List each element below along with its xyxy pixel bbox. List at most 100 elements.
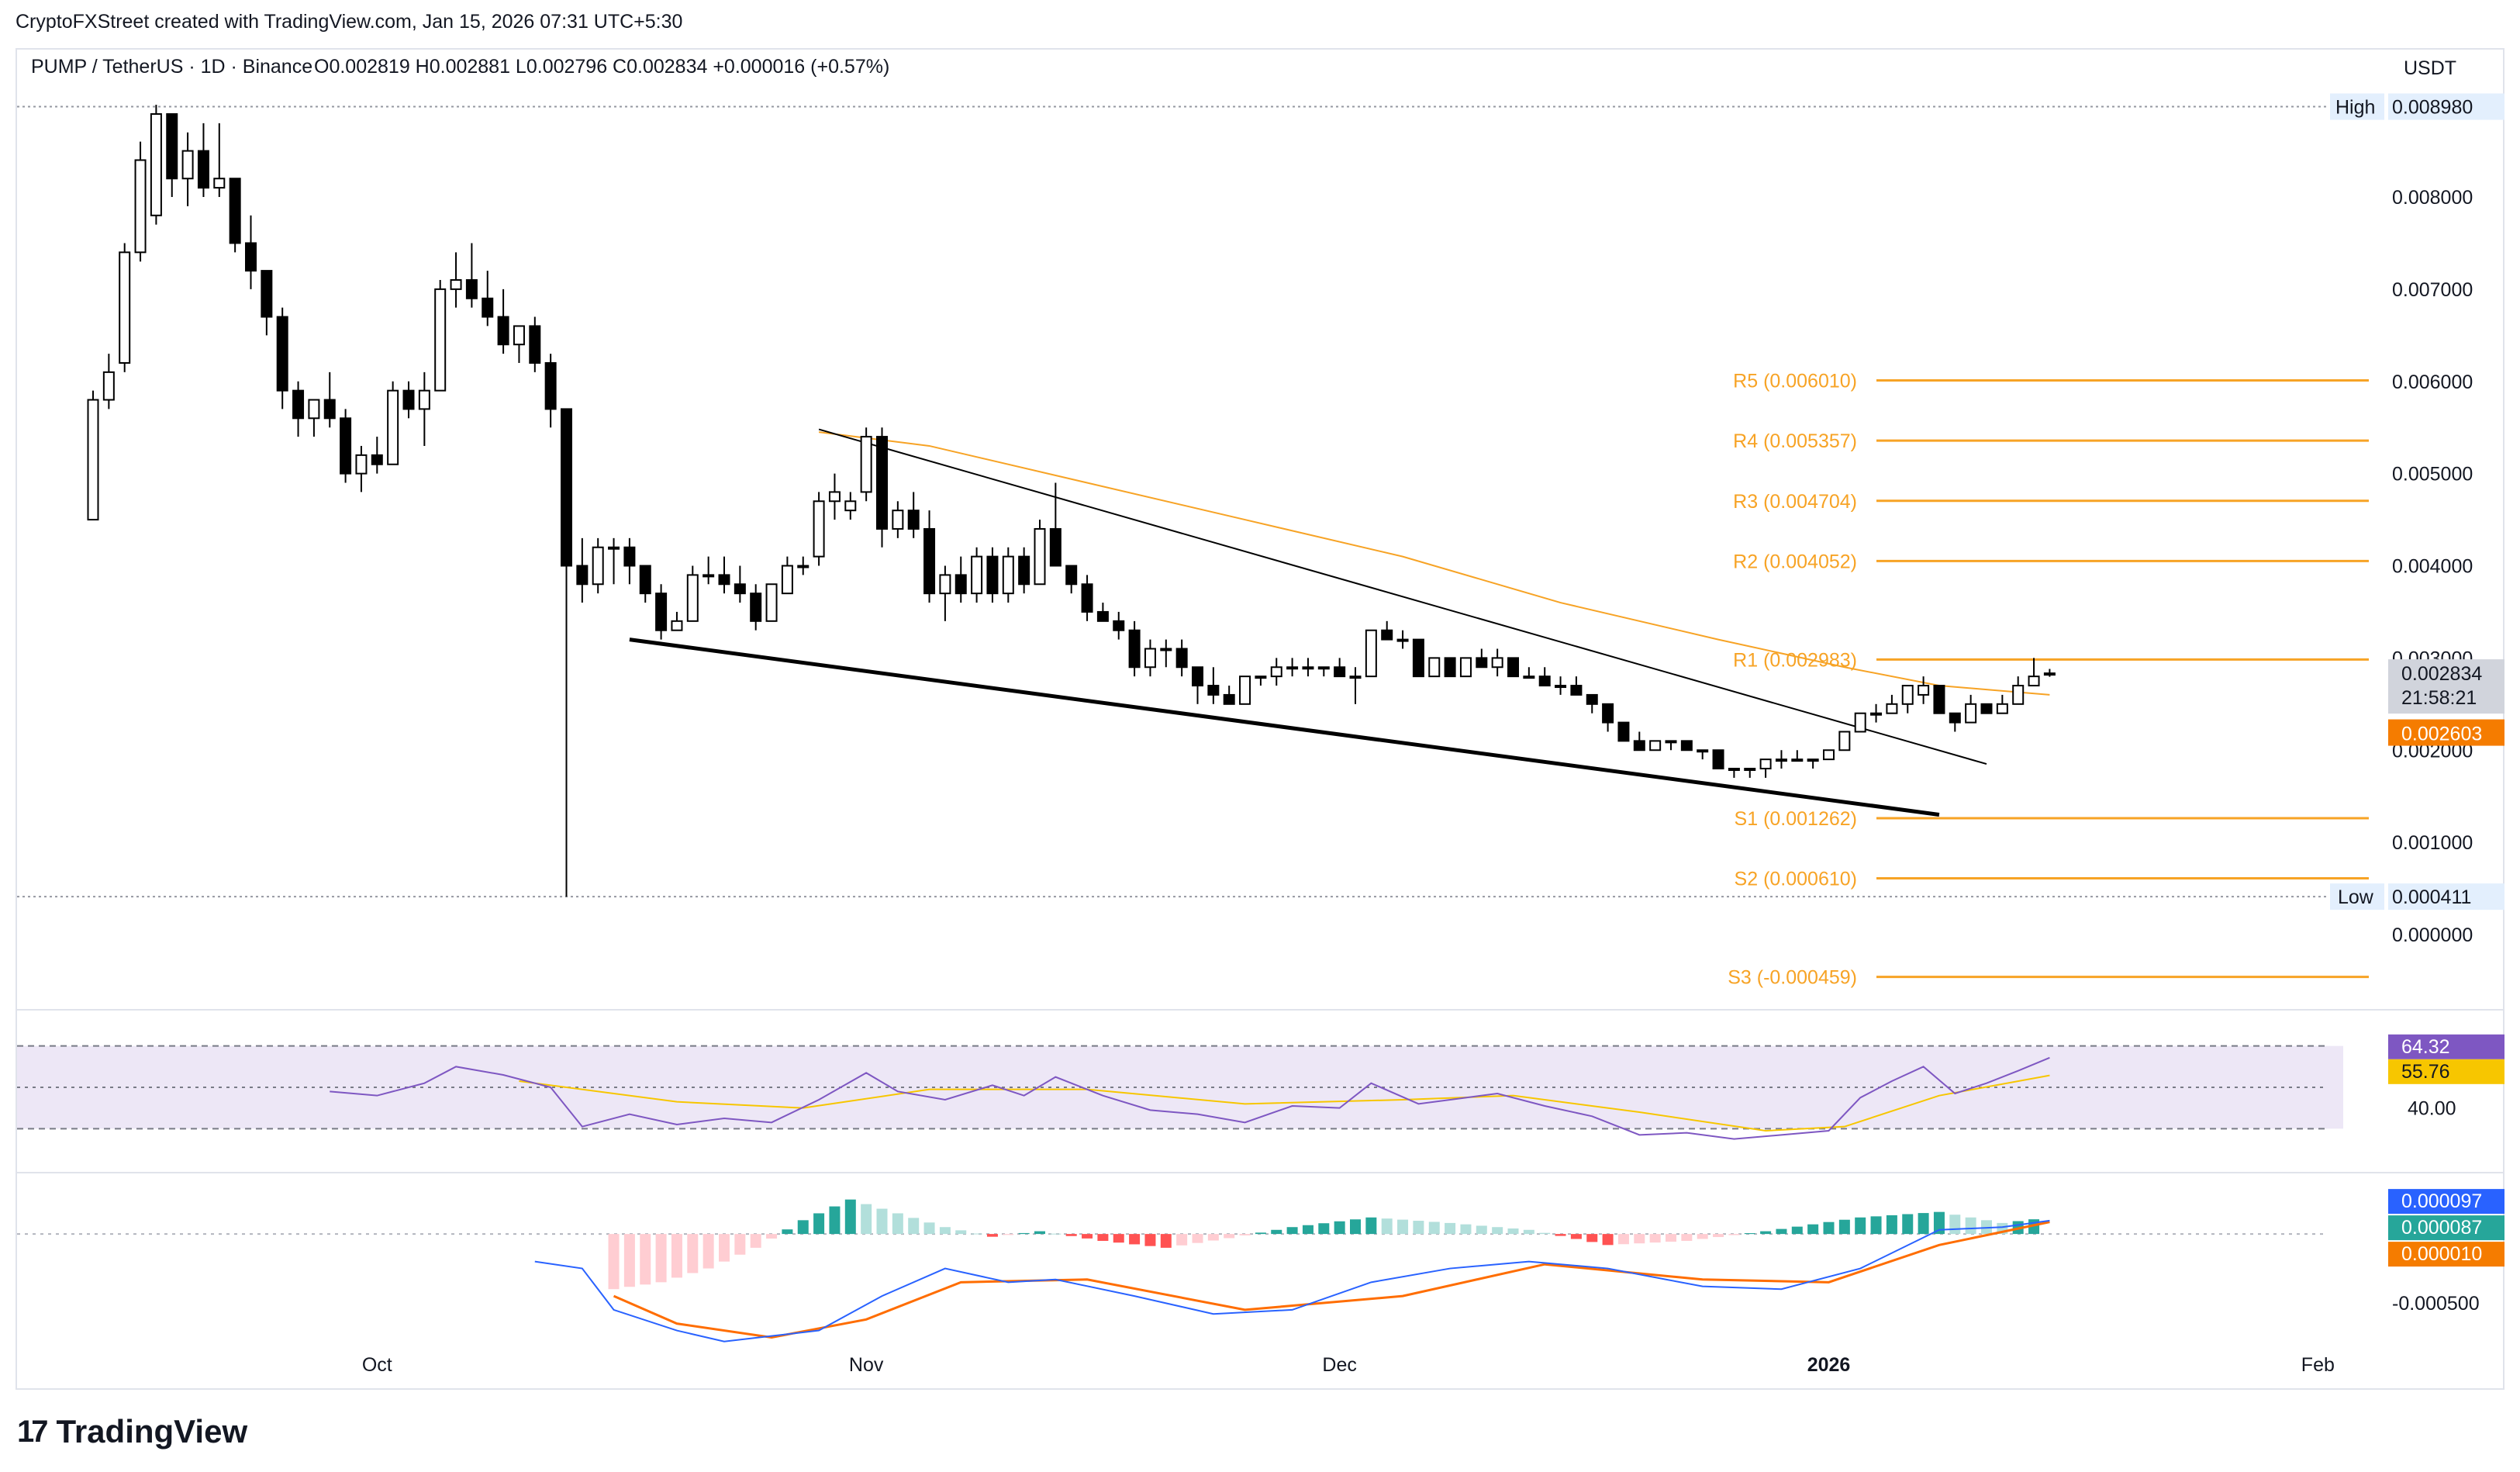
time-axis-label: Feb (2301, 1354, 2335, 1376)
low-label-bg (2330, 883, 2384, 910)
candle-body (1270, 666, 1282, 678)
candle-body (513, 325, 525, 346)
candle-body (923, 527, 936, 595)
macd-histogram-bar (1334, 1221, 1345, 1235)
symbol-title: PUMP / TetherUS · 1D · Binance (31, 56, 312, 78)
macd-histogram-bar (1413, 1221, 1424, 1235)
candle-body (844, 500, 857, 512)
chart-canvas[interactable]: 0.008000 0.007000 0.006000 0.005000 0.004000… (0, 0, 2520, 1396)
candle-body (181, 150, 194, 180)
candle-body (1223, 693, 1235, 705)
macd-histogram-bar (1176, 1234, 1188, 1246)
candle-body (1697, 749, 1709, 753)
candle-body (1523, 676, 1535, 679)
time-axis-label: Dec (1322, 1354, 1356, 1376)
macd-histogram-bar (1492, 1227, 1503, 1235)
macd-histogram-bar (1350, 1219, 1361, 1235)
macd-histogram-bar (1760, 1231, 1772, 1235)
rsi-value: 64.32 (2401, 1036, 2450, 1058)
macd-histogram-bar (750, 1234, 761, 1248)
macd-histogram-bar (939, 1227, 951, 1235)
macd-histogram-bar (1949, 1215, 1961, 1235)
candle-body (686, 574, 699, 622)
candle-body (482, 297, 494, 318)
candle-body (1349, 676, 1362, 679)
pivot-label: R3 (0.004704) (1733, 491, 1857, 513)
candle-body (355, 454, 368, 475)
candle-body (1586, 693, 1598, 705)
candle-body (1886, 703, 1898, 714)
candle-body (1396, 638, 1409, 642)
candle-body (954, 574, 967, 595)
candle-body (813, 500, 825, 558)
high-value: 0.008980 (2392, 97, 2473, 119)
candle-body (1365, 629, 1377, 678)
candle-body (308, 399, 320, 420)
macd-histogram-bar (1728, 1234, 1740, 1235)
macd-histogram-bar (1586, 1234, 1598, 1242)
macd-histogram-bar (1255, 1232, 1266, 1235)
candle-body (765, 583, 778, 622)
macd-histogram-bar (971, 1233, 982, 1235)
candle-body (1255, 676, 1267, 679)
candle-body (1570, 685, 1583, 696)
macd-histogram-bar (782, 1229, 793, 1235)
macd-histogram-bar (1397, 1219, 1409, 1235)
macd-histogram-bar (1823, 1221, 1835, 1235)
candle-body (197, 150, 209, 189)
candle-body (1096, 610, 1109, 622)
candle-body (1239, 676, 1251, 705)
macd-histogram-bar (1666, 1234, 1676, 1242)
macd-histogram-bar (955, 1230, 967, 1235)
candle-body (1602, 703, 1614, 724)
candle-body (1775, 758, 1787, 762)
macd-histogram-bar (1003, 1234, 1014, 1235)
candle-body (860, 436, 872, 493)
candle-body (119, 251, 131, 364)
candle-body (1113, 620, 1125, 631)
macd-value: 0.000097 (2401, 1190, 2482, 1212)
candle-body (340, 417, 352, 475)
candle-body (1317, 666, 1330, 670)
macd-histogram-bar (908, 1218, 920, 1235)
pivot-label: R1 (0.002983) (1733, 649, 1857, 671)
sma-tag-value: 0.002603 (2401, 724, 2482, 745)
macd-histogram-bar (1065, 1234, 1077, 1236)
trendline (629, 638, 1940, 817)
candle-body (1128, 629, 1141, 669)
candle-body (1649, 740, 1662, 752)
candle-body (450, 278, 462, 290)
macd-histogram-bar (687, 1234, 699, 1273)
candle-body (1744, 768, 1756, 772)
macd-histogram-bar (1271, 1229, 1282, 1235)
macd-histogram-bar (1318, 1223, 1330, 1235)
candle-body (1491, 657, 1503, 669)
macd-histogram-bar (1224, 1234, 1235, 1239)
sma-tag-bg (2388, 719, 2504, 746)
candle-body (323, 399, 336, 420)
candle-body (134, 159, 147, 254)
candle-body (1034, 527, 1046, 586)
macd-histogram-bar (1097, 1234, 1109, 1241)
macd-histogram-bar (1286, 1227, 1298, 1235)
candle-body (102, 371, 115, 401)
candle-body (1476, 657, 1488, 669)
macd-histogram-bar (876, 1208, 888, 1235)
candle-body (1381, 629, 1393, 641)
candle-body (150, 113, 162, 216)
candle-body (1081, 583, 1093, 613)
candle-body (1412, 638, 1424, 678)
candle-body (2028, 676, 2040, 687)
price-tick-label: 0.007000 (2392, 279, 2473, 301)
candle-body (1949, 712, 1961, 724)
candle-body (750, 593, 762, 622)
tradingview-logo[interactable]: 17 TradingView (17, 1413, 247, 1450)
macd-histogram-bar (1713, 1234, 1724, 1238)
candle-body (87, 399, 99, 521)
macd-histogram-bar (1476, 1225, 1487, 1235)
candle-body (2043, 672, 2056, 676)
macd-histogram-bar (1082, 1234, 1093, 1239)
candle-body (561, 408, 572, 567)
candle-body (387, 389, 399, 465)
macd-histogram-bar (1555, 1234, 1566, 1236)
